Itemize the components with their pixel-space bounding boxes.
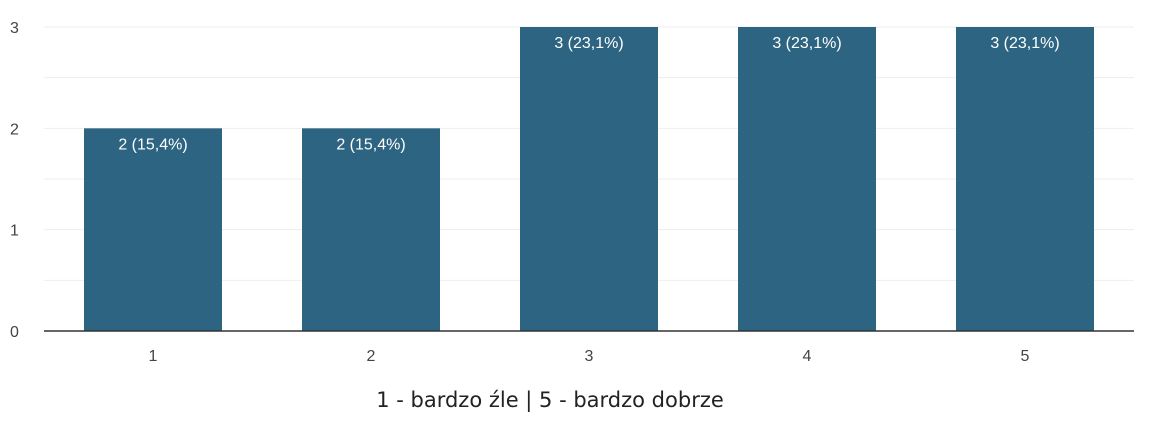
y-tick-label: 0	[10, 324, 19, 341]
x-axis-ticks: 1 2 3 4 5	[149, 348, 1030, 365]
bar	[520, 27, 658, 331]
bar	[302, 128, 440, 331]
x-tick-label: 1	[149, 348, 158, 365]
x-tick-label: 3	[585, 348, 594, 365]
bar-data-labels: 2 (15,4%) 2 (15,4%) 3 (23,1%) 3 (23,1%) 3 (2…	[118, 35, 1059, 153]
bar-data-label: 2 (15,4%)	[336, 136, 405, 153]
bar	[956, 27, 1094, 331]
y-axis-ticks: 0 1 2 3	[10, 20, 19, 341]
y-tick-label: 3	[10, 20, 19, 37]
bar-chart: 0 1 2 3 2 (15,4%) 2 (15,4%) 3 (23,1%) 3 (23,1%…	[10, 20, 1134, 365]
x-tick-label: 2	[367, 348, 376, 365]
bar-data-label: 3 (23,1%)	[990, 35, 1059, 52]
bars	[84, 27, 1094, 331]
bar-data-label: 3 (23,1%)	[772, 35, 841, 52]
bar	[84, 128, 222, 331]
y-tick-label: 2	[10, 121, 19, 138]
x-axis-title: 1 - bardzo źle | 5 - bardzo dobrze	[376, 388, 724, 412]
bar-data-label: 2 (15,4%)	[118, 136, 187, 153]
bar-data-label: 3 (23,1%)	[554, 35, 623, 52]
x-tick-label: 4	[803, 348, 812, 365]
bar	[738, 27, 876, 331]
y-tick-label: 1	[10, 223, 19, 240]
x-tick-label: 5	[1021, 348, 1030, 365]
